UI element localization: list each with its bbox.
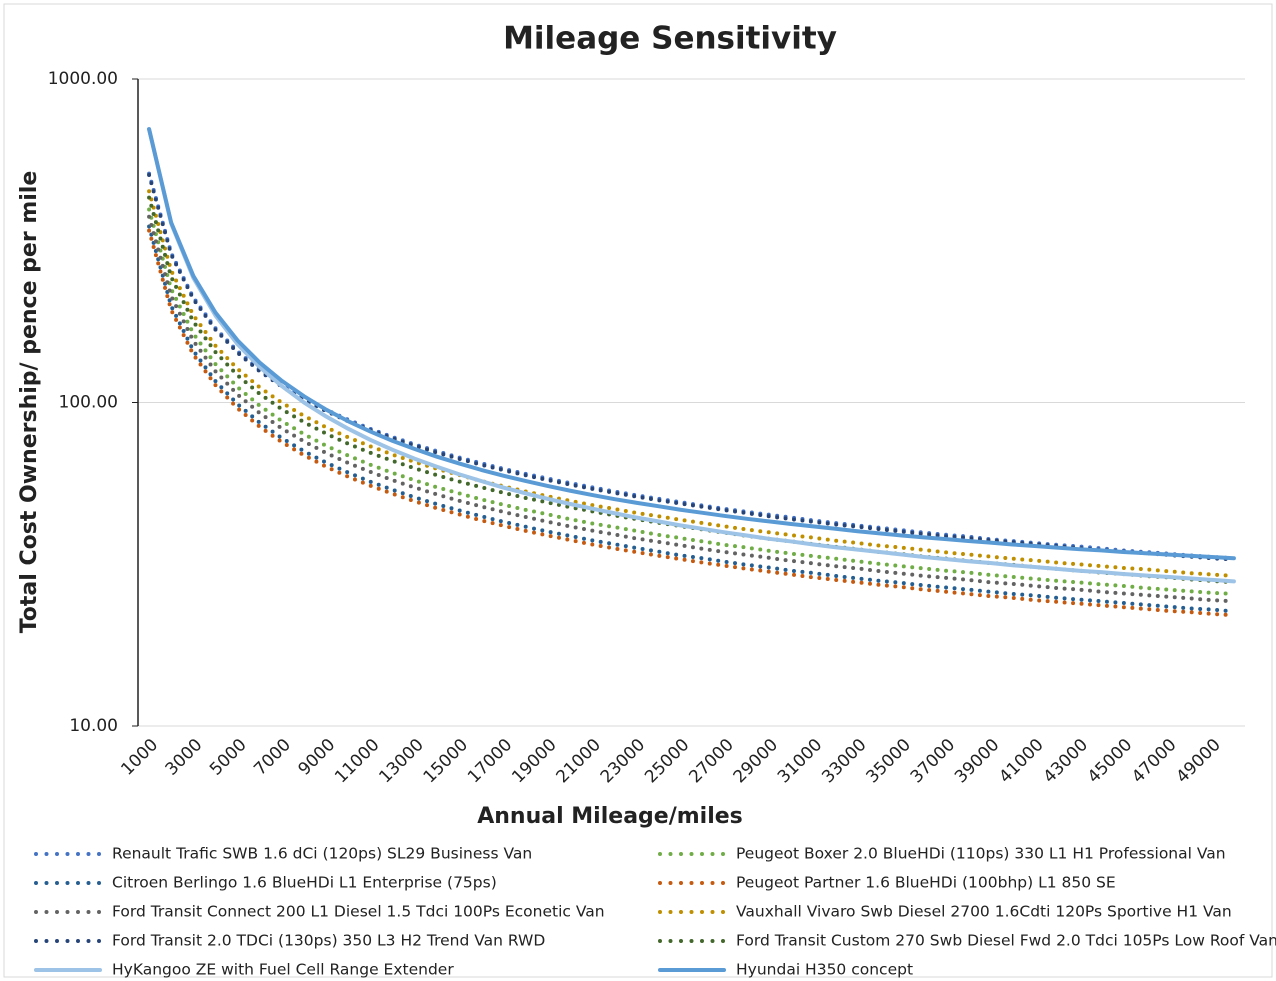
legend-label: HyKangoo ZE with Fuel Cell Range Extende… — [112, 961, 454, 979]
y-tick-label: 10.00 — [69, 716, 118, 736]
legend-label: Peugeot Boxer 2.0 BlueHDi (110ps) 330 L1… — [736, 845, 1226, 863]
legend-label: Citroen Berlingo 1.6 BlueHDi L1 Enterpri… — [112, 874, 497, 892]
series-line — [147, 214, 1236, 604]
legend-label: Renault Trafic SWB 1.6 dCi (120ps) SL29 … — [112, 845, 532, 863]
x-axis-title: Annual Mileage/miles — [477, 804, 743, 829]
legend-label: Ford Transit Connect 200 L1 Diesel 1.5 T… — [112, 903, 605, 921]
legend-label: Hyundai H350 concept — [736, 961, 913, 979]
series-line — [147, 224, 1236, 614]
series-line — [147, 207, 1236, 596]
series-line — [147, 127, 1236, 561]
chart-title: Mileage Sensitivity — [503, 21, 837, 57]
legend-label: Peugeot Partner 1.6 BlueHDi (100bhp) L1 … — [736, 874, 1116, 892]
legend-label: Ford Transit Custom 270 Swb Diesel Fwd 2… — [736, 932, 1276, 950]
y-tick-label: 1000.00 — [48, 69, 118, 89]
series-line — [147, 228, 1236, 618]
y-tick-label: 100.00 — [59, 393, 118, 413]
series-line — [147, 127, 1236, 584]
y-axis-title: Total Cost Ownership/ pence per mile — [17, 171, 42, 634]
legend-label: Ford Transit 2.0 TDCi (130ps) 350 L3 H2 … — [112, 932, 545, 950]
chart-border — [3, 3, 1273, 978]
series-line — [147, 189, 1236, 578]
legend-label: Vauxhall Vivaro Swb Diesel 2700 1.6Cdti … — [736, 903, 1232, 921]
